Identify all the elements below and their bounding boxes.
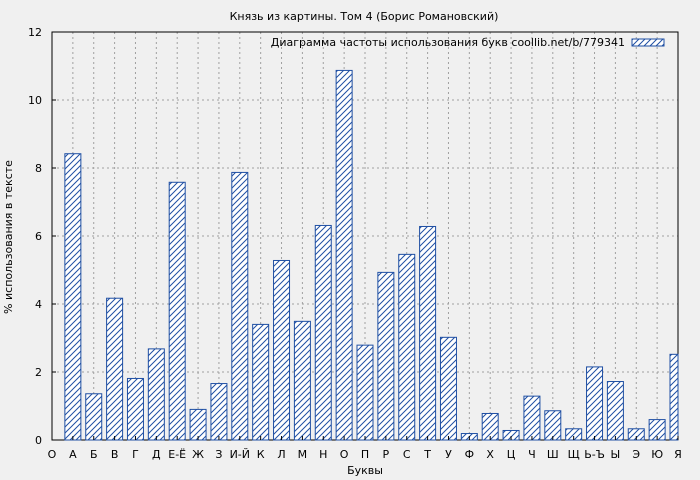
bar [669,353,679,441]
x-tick-label: Ь-Ъ [584,448,605,461]
legend-label: Диаграмма частоты использования букв coo… [271,36,625,49]
bar [377,271,395,441]
x-tick-label: У [445,448,452,461]
x-tick-label: О [48,448,57,461]
chart-title: Князь из картины. Том 4 (Борис Романовск… [230,10,499,23]
bar [419,225,437,441]
x-tick-label: Ц [507,448,516,461]
bar [586,366,604,441]
bar [85,393,103,441]
x-tick-label: Ф [465,448,474,461]
y-tick-label: 8 [35,162,42,175]
x-tick-label: О [340,448,349,461]
x-tick-label: Щ [568,448,580,461]
bar [189,408,207,441]
legend: Диаграмма частоты использования букв coo… [271,36,665,49]
bar [231,171,249,441]
x-tick-label: Г [132,448,139,461]
x-tick-label: П [361,448,369,461]
bar [106,297,124,441]
x-axis-label: Буквы [347,464,383,477]
bar [398,253,416,441]
bar [210,383,228,441]
x-tick-label: Н [319,448,327,461]
bar [273,259,291,441]
legend-swatch [631,38,665,47]
x-tick-label: А [69,448,77,461]
x-tick-label: И-Й [230,448,250,461]
bar [356,344,374,441]
bar [544,410,562,441]
x-tick-label: Т [423,448,431,461]
x-tick-label: В [111,448,119,461]
bar [147,348,165,441]
bar [439,336,457,441]
bar [64,153,82,441]
x-tick-label: Е-Ё [168,448,186,461]
bar [293,320,311,441]
x-tick-label: Ю [651,448,663,461]
x-tick-label: К [257,448,265,461]
y-tick-label: 2 [35,366,42,379]
y-axis-ticks: 0 2 4 6 8 10 12 [28,26,56,447]
y-tick-label: 4 [35,298,42,311]
y-tick-label: 12 [28,26,42,39]
x-tick-label: М [298,448,308,461]
bar [168,181,186,441]
x-axis-ticks: О А Б В Г Д Е-Ё Ж З И-Й К Л М Н О П Р С Т У Ф Х Ц Ч Ш Щ Ь-Ъ Ы Э Ю Я [48,436,682,461]
x-tick-label: Э [632,448,640,461]
x-tick-label: Д [152,448,161,461]
x-tick-label: З [215,448,222,461]
x-tick-label: Ч [528,448,536,461]
bars [64,69,679,441]
bar [335,69,353,441]
y-tick-label: 0 [35,434,42,447]
x-tick-label: Б [90,448,98,461]
bar [606,381,624,441]
x-tick-label: Ы [611,448,621,461]
x-tick-label: Р [383,448,390,461]
x-tick-label: Х [486,448,494,461]
bar [314,224,332,441]
bar [252,323,270,441]
y-tick-label: 10 [28,94,42,107]
x-tick-label: Ж [192,448,204,461]
x-tick-label: Ш [547,448,559,461]
x-tick-label: С [403,448,411,461]
bar [126,377,144,441]
x-tick-label: Я [674,448,682,461]
y-axis-label: % использования в тексте [2,160,15,314]
x-tick-label: Л [277,448,285,461]
y-tick-label: 6 [35,230,42,243]
bar [523,395,541,441]
